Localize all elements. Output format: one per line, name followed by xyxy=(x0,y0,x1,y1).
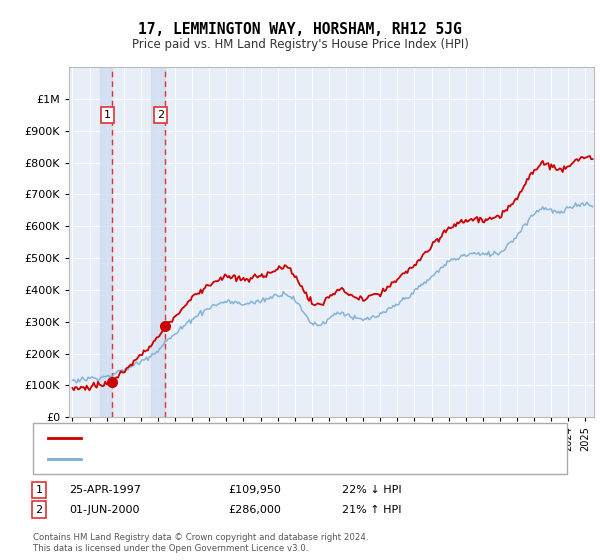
Text: 1: 1 xyxy=(104,110,111,120)
Text: 25-APR-1997: 25-APR-1997 xyxy=(69,485,141,495)
Text: HPI: Average price, detached house, Horsham: HPI: Average price, detached house, Hors… xyxy=(87,454,327,464)
Text: 22% ↓ HPI: 22% ↓ HPI xyxy=(342,485,401,495)
Text: £286,000: £286,000 xyxy=(228,505,281,515)
Text: 17, LEMMINGTON WAY, HORSHAM, RH12 5JG (detached house): 17, LEMMINGTON WAY, HORSHAM, RH12 5JG (d… xyxy=(87,433,414,443)
Text: £109,950: £109,950 xyxy=(228,485,281,495)
Text: 1: 1 xyxy=(35,485,43,495)
Text: 01-JUN-2000: 01-JUN-2000 xyxy=(69,505,139,515)
Bar xyxy=(151,67,165,417)
Text: 2: 2 xyxy=(157,110,164,120)
Text: Price paid vs. HM Land Registry's House Price Index (HPI): Price paid vs. HM Land Registry's House … xyxy=(131,38,469,51)
Bar xyxy=(100,67,112,417)
Text: 21% ↑ HPI: 21% ↑ HPI xyxy=(342,505,401,515)
Text: Contains HM Land Registry data © Crown copyright and database right 2024.
This d: Contains HM Land Registry data © Crown c… xyxy=(33,533,368,553)
Text: 2: 2 xyxy=(35,505,43,515)
Text: 17, LEMMINGTON WAY, HORSHAM, RH12 5JG: 17, LEMMINGTON WAY, HORSHAM, RH12 5JG xyxy=(138,22,462,38)
